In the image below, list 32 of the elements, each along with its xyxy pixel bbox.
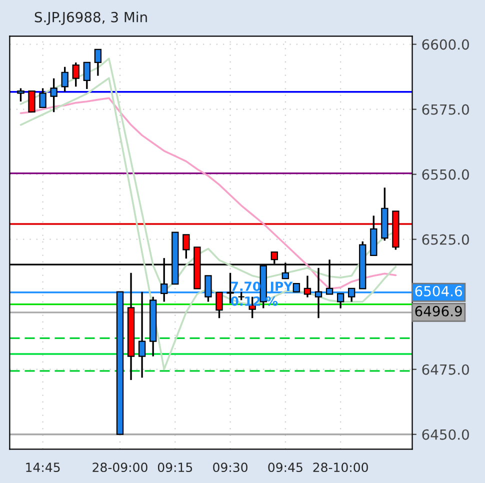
y-tick-label: 6450.0 [422, 429, 469, 440]
candlestick [72, 62, 80, 88]
candlestick [94, 48, 102, 77]
line-series [20, 77, 397, 370]
y-tick-label: 6550.0 [422, 169, 469, 180]
candlestick [304, 274, 312, 298]
x-tick-label: 09:15 [158, 462, 192, 472]
chart-title: S.JP.J6988, 3 Min [34, 12, 147, 25]
y-tick-label: 6475.0 [422, 364, 469, 375]
candlestick [61, 66, 68, 92]
x-tick-label: 28-09:00 [92, 462, 148, 472]
ref-line-label: 6496.9 [415, 306, 462, 316]
x-tick-label: 09:30 [213, 462, 248, 472]
x-tick-label: 14:45 [26, 462, 60, 472]
candlestick [216, 292, 223, 319]
candlestick [348, 288, 356, 303]
candlestick [28, 90, 36, 112]
x-tick-label: 28-10:00 [313, 462, 368, 472]
candlestick [138, 291, 146, 379]
candlestick [204, 274, 212, 303]
candlestick [314, 267, 322, 319]
candlestick [50, 78, 58, 113]
candlestick [17, 87, 24, 102]
candlestick [182, 234, 190, 260]
y-tick-label: 6575.0 [422, 104, 469, 115]
x-tick-label: 09:45 [268, 462, 302, 472]
y-tick-label: 6525.0 [422, 234, 469, 245]
candlestick [83, 62, 90, 90]
y-tick-label: 6600.0 [422, 39, 469, 50]
ref-line-label: 6504.6 [415, 286, 462, 296]
candlestick [39, 87, 46, 108]
candlestick [336, 292, 344, 310]
